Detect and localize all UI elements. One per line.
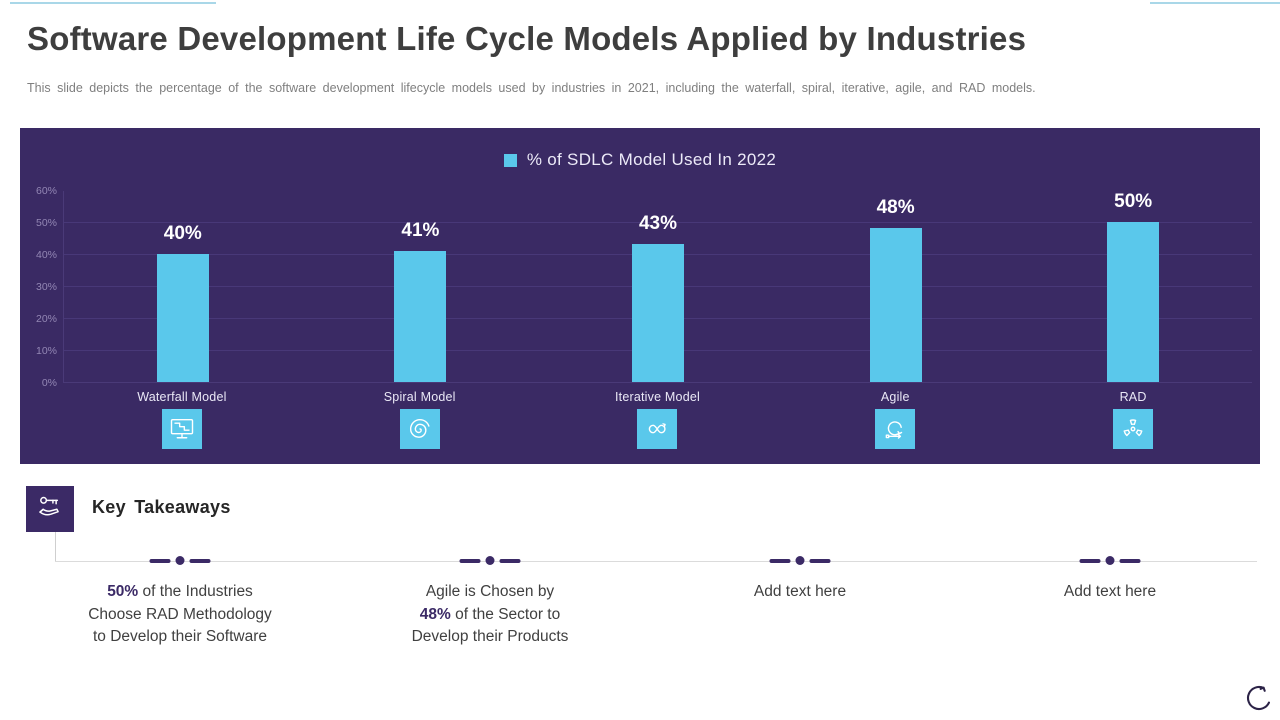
page-title: Software Development Life Cycle Models A… [27,20,1027,57]
chart-panel: % of SDLC Model Used In 2022 0% 10% 20% 30%… [20,128,1260,464]
takeaway-text[interactable]: Add text here [753,583,847,600]
category-label: Waterfall Model [137,390,227,404]
bar-agile [869,228,922,382]
bar-value-label: 41% [401,219,440,241]
takeaway-text: 50% of the Industries Choose RAD Methodol… [88,583,272,645]
iterative-model-icon [637,409,678,449]
bar-value-label: 50% [1114,191,1153,212]
category-label: Agile [880,390,910,404]
category-label: RAD [1119,390,1147,404]
key-in-hand-icon [34,491,66,528]
y-tick-label: 60% [35,185,57,197]
timeline-marker [769,556,831,565]
y-tick-label: 20% [35,313,57,325]
chart-legend: % of SDLC Model Used In 2022 [20,150,1260,170]
category-label: Iterative Model [615,390,700,404]
legend-swatch [503,153,517,167]
timeline-marker [149,556,211,565]
category-labels-row: Waterfall Model Spiral Model Iterative Mod… [63,390,1252,404]
spiral-model-icon [399,409,440,449]
circular-arrow-icon[interactable] [1241,680,1277,716]
y-tick-label: 0% [41,377,57,389]
bar-value-label: 48% [876,197,915,219]
timeline-line [55,561,1257,562]
takeaway-text[interactable]: Add text here [1063,583,1157,600]
category-icons-row [63,409,1252,449]
bar-spiral-model [394,250,447,382]
top-accent-line-left [10,2,216,4]
bar-rad [1107,222,1160,382]
key-takeaways-title: Key Takeaways [92,497,231,517]
page-subtitle: This slide depicts the percentage of the… [27,81,1036,95]
timeline-marker [459,556,521,565]
y-tick-label: 50% [35,217,57,229]
rad-icon [1113,409,1154,449]
bar-value-label: 43% [638,213,677,235]
key-takeaways-icon-box [26,486,74,532]
agile-cycle-icon [875,409,916,449]
y-tick-label: 40% [35,249,57,261]
bar-iterative-model [631,244,684,382]
timeline-connector [55,532,56,561]
plot-area: 40% 41% 43% 48% 50% [63,191,1252,383]
y-axis-ticks: 0% 10% 20% 30% 40% 50% 60% [20,185,57,389]
bar-waterfall-model [156,254,209,382]
takeaway-text: Agile is Chosen by 48% of the Sector to De… [411,583,569,645]
category-label: Spiral Model [383,390,456,404]
waterfall-model-icon [161,409,202,449]
legend-label: % of SDLC Model Used In 2022 [526,150,777,169]
top-accent-line-right [1150,2,1280,4]
y-tick-label: 10% [35,345,57,357]
timeline-marker [1079,556,1141,565]
bar-value-label: 40% [163,223,202,244]
y-tick-label: 30% [35,281,57,293]
